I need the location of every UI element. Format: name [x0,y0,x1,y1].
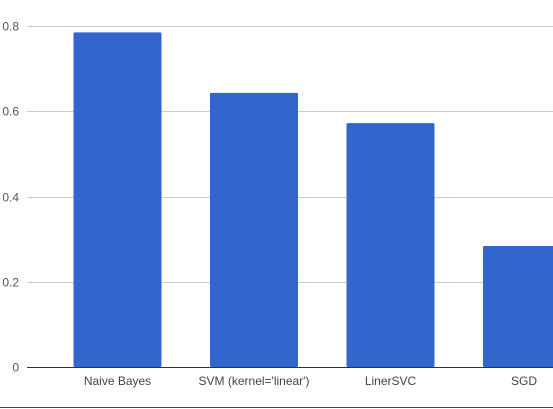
bar[interactable] [73,32,162,368]
x-category-label: LinerSVC [365,374,417,388]
bars [73,32,553,368]
bar[interactable] [210,92,298,367]
y-tick-label: 0.6 [2,105,19,119]
bar[interactable] [346,123,435,367]
x-category-label: SVM (kernel='linear') [199,374,310,388]
x-axis-category-labels: Naive Bayes SVM (kernel='linear') LinerSVC… [84,374,538,388]
y-tick-label: 0 [12,361,19,375]
bar[interactable] [483,245,553,367]
x-category-label: Naive Bayes [84,374,151,388]
y-tick-label: 0.8 [2,20,19,34]
y-tick-label: 0.2 [2,276,19,290]
y-tick-label: 0.4 [2,191,19,205]
x-category-label: SGD [511,374,537,388]
y-axis-tick-labels: 0 0.2 0.4 0.6 0.8 [2,20,19,375]
